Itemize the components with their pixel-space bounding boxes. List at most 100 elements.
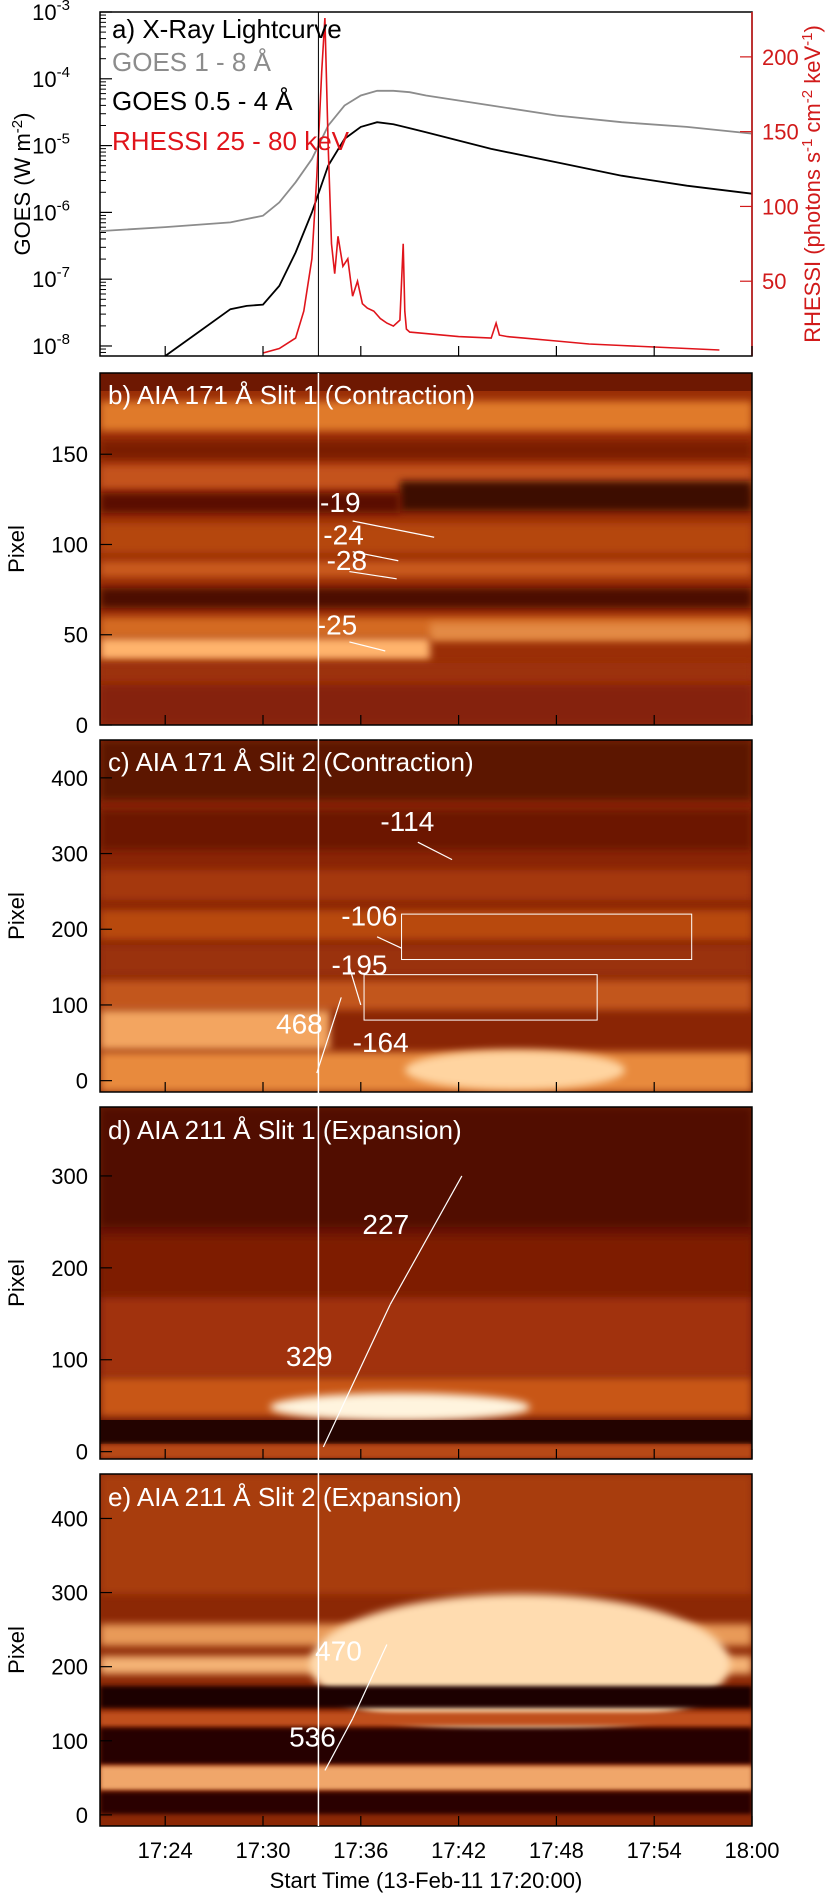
panel-e-frame: [99, 1473, 753, 1827]
panel-b-image: [100, 373, 752, 725]
series-line-1: [164, 121, 753, 357]
panel-a-ylabel: GOES (W m-2): [9, 113, 35, 256]
panel-c-heatmap: -114 -106 -195 468 -164 0 100 200 300 400 c) AIA…: [4, 739, 753, 1094]
panel-a-lightcurve: 10-3 10-4 10-5 10-6 10-7 10-8 50 100 150 200 a) …: [9, 0, 825, 359]
panel-d-overlay: 227 329: [286, 1175, 463, 1448]
speed-annotation: 227: [362, 1209, 409, 1240]
speed-annotation: -28: [327, 545, 367, 576]
panel-a-plot-area: [99, 17, 753, 357]
ytick-label: 200: [51, 1655, 88, 1680]
speed-annotation: -106: [341, 900, 397, 931]
region-box: [363, 974, 598, 1021]
ytick-label: 100: [51, 1729, 88, 1754]
panel-b-heatmap: -19-24-28 -25 0 50 100 150 b) AIA 171 Å Slit…: [4, 372, 753, 738]
a-y2tick-label: 50: [762, 269, 786, 294]
speed-fit-line: [322, 1304, 391, 1448]
speed-annotation: 470: [315, 1636, 362, 1667]
speed-fit-line: [376, 936, 402, 949]
series-line-2: [262, 17, 720, 354]
legend-goes-long: GOES 1 - 8 Å: [112, 47, 272, 77]
region-box: [401, 913, 693, 961]
a-y2tick-label: 200: [762, 45, 799, 70]
speed-fit-line: [352, 1644, 388, 1719]
ytick-label: 150: [51, 442, 88, 467]
speed-fit-line: [316, 997, 342, 1074]
xtick-label: 17:30: [235, 1838, 290, 1863]
a-y2tick-label: 100: [762, 194, 799, 219]
panel-e-overlay: 470 536: [289, 1636, 388, 1771]
panel-b-overlay: -19-24-28 -25: [317, 487, 435, 652]
ytick-label: 300: [51, 1581, 88, 1606]
speed-fit-line: [348, 966, 362, 1006]
panel-d-title: d) AIA 211 Å Slit 1 (Expansion): [108, 1115, 462, 1145]
speed-annotation: -164: [353, 1027, 409, 1058]
ytick-label: 300: [51, 842, 88, 867]
speed-fit-line: [349, 570, 397, 580]
ytick-label: 0: [76, 713, 88, 738]
xtick-label: 17:48: [529, 1838, 584, 1863]
speed-fit-line: [417, 841, 453, 861]
speed-fit-line: [349, 641, 386, 652]
a-ytick-label: 10-3: [32, 0, 70, 25]
ytick-label: 300: [51, 1164, 88, 1189]
panel-c-overlay: -114 -106 -195 468 -164: [276, 806, 693, 1074]
ytick-label: 100: [51, 532, 88, 557]
speed-annotation: -195: [331, 950, 387, 981]
panel-c-title: c) AIA 171 Å Slit 2 (Contraction): [108, 747, 474, 777]
panel-a-title: a) X-Ray Lightcurve: [112, 14, 342, 44]
panel-b-ylabel: Pixel: [4, 525, 29, 573]
ytick-label: 400: [51, 1506, 88, 1531]
panel-e-title: e) AIA 211 Å Slit 2 (Expansion): [108, 1482, 462, 1512]
panel-d-ylabel: Pixel: [4, 1259, 29, 1307]
a-ytick-label: 10-8: [32, 331, 70, 359]
panel-b-title: b) AIA 171 Å Slit 1 (Contraction): [108, 380, 475, 410]
panel-d-image: [100, 1107, 752, 1459]
panel-c-frame: [99, 739, 753, 1093]
speed-fit-line: [389, 1175, 463, 1305]
xtick-label: 17:24: [138, 1838, 193, 1863]
speed-annotation: 468: [276, 1009, 323, 1040]
panel-b-frame: [99, 372, 753, 726]
speed-annotation: -114: [380, 806, 434, 837]
panel-e-heatmap: 470 536 0 100 200 300 400 e) AIA 211 Å Slit 2…: [4, 1473, 753, 1828]
speed-fit-line: [352, 520, 435, 538]
speed-annotation: -24: [323, 519, 363, 550]
panel-a-frame: [99, 11, 753, 357]
panel-c-image: [100, 740, 752, 1092]
speed-fit-line: [324, 1718, 354, 1771]
speed-annotation: 329: [286, 1341, 333, 1372]
ytick-label: 100: [51, 1348, 88, 1373]
panel-d-frame: [99, 1106, 753, 1460]
panel-b-y-ticks: 0 50 100 150: [51, 442, 112, 738]
xtick-label: 17:36: [333, 1838, 388, 1863]
ytick-label: 100: [51, 993, 88, 1018]
x-axis-ticks: 17:24 17:30 17:36 17:42 17:48 17:54 18:00: [138, 346, 780, 1863]
a-ytick-label: 10-5: [32, 131, 70, 159]
ytick-label: 0: [76, 1440, 88, 1465]
ytick-label: 200: [51, 1256, 88, 1281]
ytick-label: 0: [76, 1069, 88, 1094]
ytick-label: 400: [51, 766, 88, 791]
ytick-label: 200: [51, 917, 88, 942]
a-y2tick-label: 150: [762, 120, 799, 145]
panel-a-y2-ticks: 50 100 150 200: [740, 12, 799, 356]
panel-e-ylabel: Pixel: [4, 1626, 29, 1674]
a-ytick-label: 10-6: [32, 197, 70, 225]
xtick-label: 17:42: [431, 1838, 486, 1863]
panel-d-y-ticks: 0 100 200 300: [51, 1164, 112, 1465]
series-line-0: [99, 89, 753, 232]
xtick-label: 17:54: [627, 1838, 682, 1863]
legend-rhessi: RHESSI 25 - 80 keV: [112, 126, 350, 156]
a-ytick-label: 10-4: [32, 64, 70, 92]
panel-e-image: [100, 1474, 752, 1826]
panel-c-y-ticks: 0 100 200 300 400: [51, 766, 112, 1094]
panel-c-ylabel: Pixel: [4, 892, 29, 940]
xtick-label: 18:00: [724, 1838, 779, 1863]
speed-annotation: -25: [317, 610, 357, 641]
panel-a-y2label: RHESSI (photons s-1 cm-2 keV-1): [799, 25, 825, 343]
a-ytick-label: 10-7: [32, 264, 70, 292]
speed-fit-line: [352, 551, 399, 562]
ytick-label: 50: [64, 623, 88, 648]
ytick-label: 0: [76, 1803, 88, 1828]
